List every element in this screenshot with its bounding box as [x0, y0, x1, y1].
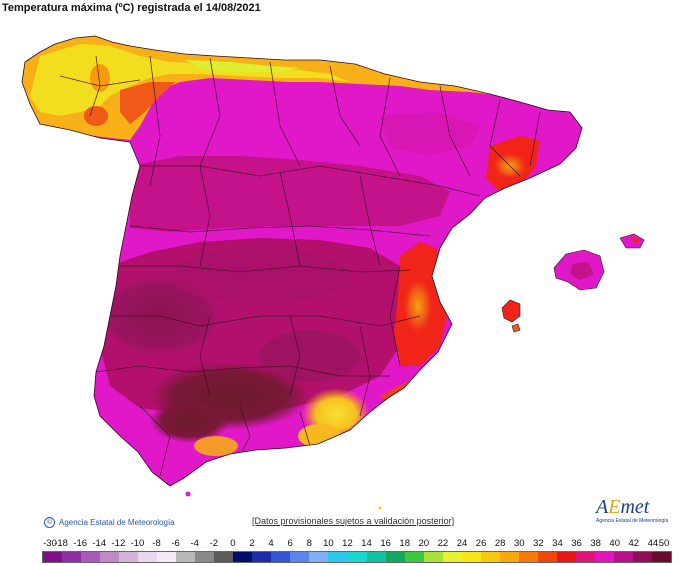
legend-label: -14	[92, 538, 107, 549]
legend-label: 32	[533, 538, 544, 549]
legend-swatch	[214, 552, 234, 562]
ceuta	[185, 491, 191, 497]
agency-credit: © Agencia Estatal de Meteorología	[44, 517, 175, 528]
legend-swatch	[613, 552, 633, 562]
legend-label: 42	[628, 538, 640, 549]
legend-label: 50	[658, 538, 670, 549]
legend-label: 24	[456, 538, 468, 549]
legend-swatch	[233, 552, 253, 562]
legend-label: 44	[647, 538, 659, 549]
legend-swatch	[328, 552, 348, 562]
legend-swatch	[81, 552, 101, 562]
legend-label: 20	[418, 538, 430, 549]
ibiza	[501, 299, 521, 323]
legend-label: 8	[306, 538, 312, 549]
menorca	[619, 233, 645, 249]
legend-swatch	[537, 552, 557, 562]
legend-labels: -30 -18 -16 -14 -12 -10 -8 -6 -4 -2 0 2 4 6 8 10 12 14 16 1…	[42, 538, 672, 550]
aemet-logo: AEmet Agencia Estatal de Meteorología	[596, 497, 676, 527]
legend-swatch	[309, 552, 329, 562]
legend-swatch	[499, 552, 519, 562]
legend-label: 38	[590, 538, 601, 549]
legend-swatch	[271, 552, 291, 562]
legend-label: -30	[43, 538, 57, 549]
legend-label: -12	[111, 538, 126, 549]
balearic-islands	[501, 233, 645, 333]
legend-label: 16	[380, 538, 391, 549]
legend-swatch	[62, 552, 82, 562]
aemet-logo-word: AEmet	[596, 496, 650, 518]
formentera	[511, 323, 521, 333]
legend-label: 10	[323, 538, 334, 549]
legend-label: -16	[73, 538, 88, 549]
legend-color-bar	[42, 551, 672, 563]
legend-swatch	[575, 552, 595, 562]
legend-swatch	[632, 552, 652, 562]
map-title: Temperatura máxima (ºC) registrada el 14…	[2, 2, 261, 14]
legend-swatch	[442, 552, 462, 562]
map-svg	[21, 35, 645, 510]
legend-swatch	[518, 552, 538, 562]
legend-label: 34	[552, 538, 563, 549]
small-marker	[378, 506, 382, 510]
legend-swatch	[556, 552, 576, 562]
legend-swatch	[100, 552, 120, 562]
legend-label: 0	[230, 538, 236, 549]
province-boundaries	[59, 55, 541, 477]
mainland-spain	[21, 35, 583, 487]
legend-label: 2	[249, 538, 255, 549]
legend-swatch	[43, 552, 63, 562]
legend-swatch	[138, 552, 158, 562]
legend-swatch	[119, 552, 139, 562]
legend-swatch	[652, 552, 672, 562]
legend-label: 30	[513, 538, 525, 549]
legend-swatch	[423, 552, 443, 562]
legend-label: 26	[475, 538, 487, 549]
legend-label: -10	[130, 538, 145, 549]
legend-label: 22	[437, 538, 449, 549]
copyright-icon: ©	[44, 517, 55, 528]
legend-swatch	[385, 552, 405, 562]
legend-label: 40	[609, 538, 621, 549]
legend-label: -18	[54, 538, 68, 549]
legend-label: -8	[152, 538, 161, 549]
legend-swatch	[594, 552, 614, 562]
legend-label: 28	[494, 538, 506, 549]
legend-swatch	[366, 552, 386, 562]
legend-label: -4	[190, 538, 199, 549]
temperature-legend: -30 -18 -16 -14 -12 -10 -8 -6 -4 -2 0 2 4 6 8 10 12 14 16 1…	[42, 538, 672, 566]
legend-label: 36	[571, 538, 582, 549]
legend-label: -2	[209, 538, 219, 549]
agency-credit-text: Agencia Estatal de Meteorología	[59, 518, 175, 527]
legend-swatch	[461, 552, 481, 562]
legend-label: 6	[287, 538, 293, 549]
legend-label: 4	[268, 538, 274, 549]
legend-swatch	[290, 552, 310, 562]
legend-swatch	[404, 552, 424, 562]
legend-label: 18	[399, 538, 411, 549]
legend-swatch	[252, 552, 272, 562]
legend-swatch	[157, 552, 177, 562]
legend-label: -6	[171, 538, 180, 549]
legend-label: 12	[342, 538, 353, 549]
legend-swatch	[176, 552, 196, 562]
legend-swatch	[347, 552, 367, 562]
legend-swatch	[195, 552, 215, 562]
provisional-data-note: [Datos provisionales sujetos a validació…	[252, 516, 455, 526]
aemet-logo-subtitle: Agencia Estatal de Meteorología	[596, 518, 669, 524]
legend-swatch	[480, 552, 500, 562]
legend-label: 14	[361, 538, 372, 549]
temperature-map	[0, 16, 680, 516]
